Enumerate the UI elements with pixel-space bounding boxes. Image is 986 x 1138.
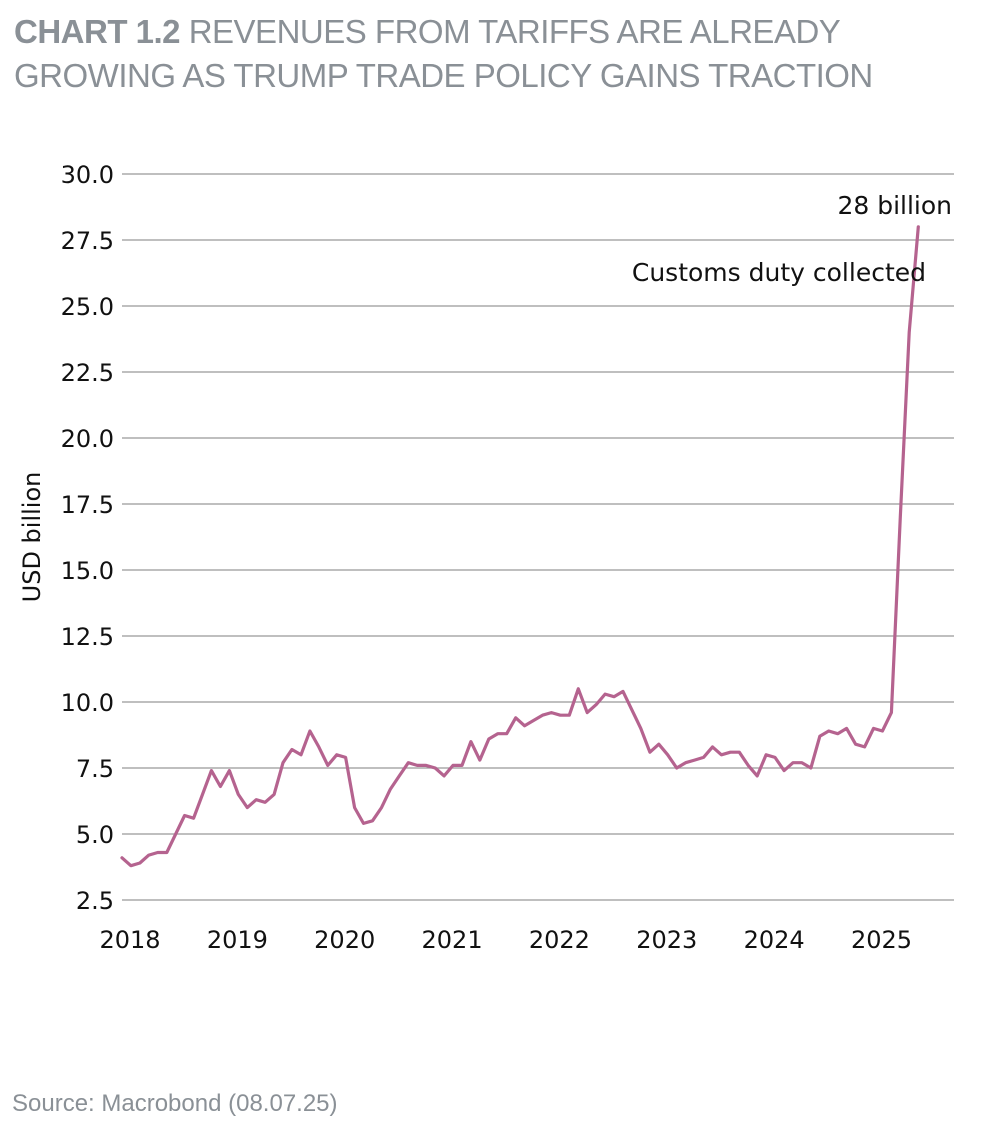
y-tick-label: 15.0 [61, 557, 114, 585]
x-tick-label: 2023 [636, 926, 697, 954]
x-tick-label: 2020 [314, 926, 375, 954]
y-tick-label: 7.5 [76, 755, 114, 783]
y-tick-label: 17.5 [61, 491, 114, 519]
y-axis-ticks: 2.5 5.0 7.5 10.0 12.5 15.0 17.5 20.0 22.5 25.0 27.… [61, 161, 114, 915]
chart-title-text: REVENUES FROM TARIFFS ARE ALREADY GROWIN… [14, 13, 873, 94]
y-tick-label: 27.5 [61, 227, 114, 255]
x-tick-label: 2024 [744, 926, 805, 954]
y-tick-label: 10.0 [61, 689, 114, 717]
y-gridlines [122, 173, 954, 901]
y-tick-label: 20.0 [61, 425, 114, 453]
y-tick-label: 5.0 [76, 821, 114, 849]
y-tick-label: 25.0 [61, 293, 114, 321]
x-tick-label: 2018 [99, 926, 160, 954]
series-label-annotation: Customs duty collected [632, 258, 926, 287]
series-group [120, 225, 920, 868]
end-value-annotation: 28 billion [837, 191, 952, 220]
y-tick-label: 12.5 [61, 623, 114, 651]
x-tick-label: 2025 [851, 926, 912, 954]
x-tick-label: 2022 [529, 926, 590, 954]
y-tick-label: 30.0 [61, 161, 114, 189]
chart-title: CHART 1.2 REVENUES FROM TARIFFS ARE ALRE… [14, 10, 974, 98]
annotations: 28 billion Customs duty collected [632, 191, 952, 287]
x-axis-ticks: 2018 2019 2020 2021 2022 2023 2024 2025 [99, 926, 912, 954]
y-axis-label: USD billion [18, 472, 46, 603]
x-tick-label: 2019 [207, 926, 268, 954]
source-note: Source: Macrobond (08.07.25) [12, 1090, 338, 1117]
x-tick-label: 2021 [422, 926, 483, 954]
series-line-0 [120, 225, 920, 868]
y-tick-label: 2.5 [76, 887, 114, 915]
chart-number: CHART 1.2 [14, 13, 181, 50]
y-tick-label: 22.5 [61, 359, 114, 387]
